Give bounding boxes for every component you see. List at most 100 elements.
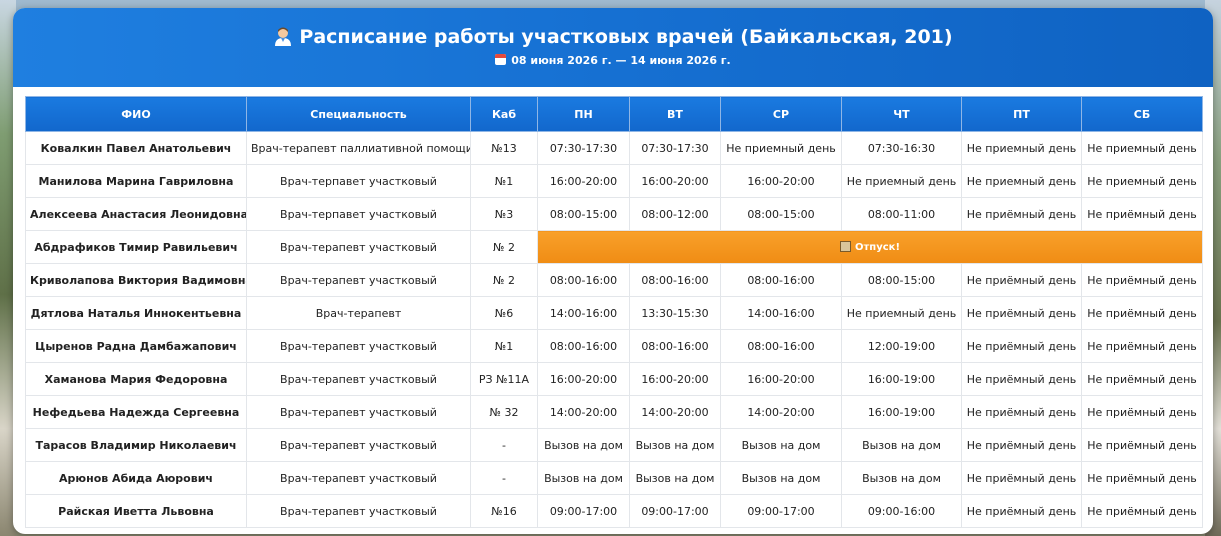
schedule-cell-wed: 14:00-20:00	[720, 395, 842, 429]
doctor-specialty: Врач-терапевт участковый	[246, 428, 471, 462]
doctor-name: Абдрафиков Тимир Равильевич	[25, 230, 247, 264]
table-row: Райская Иветта Львовна Врач-терапевт учас…	[25, 494, 1203, 528]
column-header-mon: ПН	[537, 96, 630, 132]
schedule-cell-fri: Не приёмный день	[961, 428, 1082, 462]
doctor-cabinet: №6	[470, 296, 538, 330]
schedule-cell-fri: Не приемный день	[961, 164, 1082, 198]
schedule-cell-wed: Вызов на дом	[720, 428, 842, 462]
page-title: Расписание работы участковых врачей (Бай…	[13, 8, 1213, 50]
schedule-cell-sat: Не приёмный день	[1081, 428, 1203, 462]
schedule-cell-fri: Не приёмный день	[961, 197, 1082, 231]
column-header-sat: СБ	[1081, 96, 1203, 132]
schedule-card: Расписание работы участковых врачей (Бай…	[13, 8, 1213, 534]
schedule-cell-fri: Не приёмный день	[961, 461, 1082, 495]
schedule-cell-fri: Не приёмный день	[961, 494, 1082, 528]
doctor-specialty: Врач-терапевт участковый	[246, 362, 471, 396]
schedule-cell-thu: Вызов на дом	[841, 428, 962, 462]
vacation-label: Отпуск!	[855, 242, 900, 253]
column-header-wed: СР	[720, 96, 842, 132]
column-header-fri: ПТ	[961, 96, 1082, 132]
schedule-cell-tue: 08:00-16:00	[629, 329, 721, 363]
schedule-cell-mon: 08:00-16:00	[537, 263, 630, 297]
doctor-specialty: Врач-терпавет участковый	[246, 164, 471, 198]
table-row: Алексеева Анастасия Леонидовна Врач-терпа…	[25, 197, 1203, 231]
schedule-cell-sat: Не приемный день	[1081, 164, 1203, 198]
schedule-cell-tue: 16:00-20:00	[629, 164, 721, 198]
table-row: Манилова Марина Гавриловна Врач-терпавет …	[25, 164, 1203, 198]
schedule-cell-sat: Не приемный день	[1081, 131, 1203, 165]
column-header-name: ФИО	[25, 96, 247, 132]
schedule-cell-tue: 13:30-15:30	[629, 296, 721, 330]
column-header-thu: ЧТ	[841, 96, 962, 132]
schedule-cell-sat: Не приёмный день	[1081, 263, 1203, 297]
schedule-cell-sat: Не приёмный день	[1081, 395, 1203, 429]
schedule-cell-fri: Не приёмный день	[961, 263, 1082, 297]
doctor-emoji-icon	[275, 27, 292, 46]
doctor-specialty: Врач-терапевт	[246, 296, 471, 330]
doctor-specialty: Врач-терапевт участковый	[246, 230, 471, 264]
table-row: Цыренов Радна Дамбажапович Врач-терапевт …	[25, 329, 1203, 363]
schedule-cell-tue: 09:00-17:00	[629, 494, 721, 528]
doctor-cabinet: РЗ №11А	[470, 362, 538, 396]
doctor-specialty: Врач-терапевт участковый	[246, 263, 471, 297]
page-title-text: Расписание работы участковых врачей (Бай…	[299, 26, 953, 48]
doctor-cabinet: -	[470, 461, 538, 495]
schedule-cell-wed: 08:00-15:00	[720, 197, 842, 231]
schedule-cell-wed: 08:00-16:00	[720, 329, 842, 363]
date-range: 08 июня 2026 г. — 14 июня 2026 г.	[13, 53, 1213, 69]
schedule-cell-fri: Не приёмный день	[961, 296, 1082, 330]
table-body: Ковалкин Павел Анатольевич Врач-терапевт …	[25, 131, 1203, 528]
schedule-cell-fri: Не приемный день	[961, 131, 1082, 165]
schedule-cell-sat: Не приёмный день	[1081, 197, 1203, 231]
schedule-cell-fri: Не приёмный день	[961, 329, 1082, 363]
schedule-cell-thu: 16:00-19:00	[841, 395, 962, 429]
schedule-table-wrap: ФИО Специальность Каб ПН ВТ СР ЧТ ПТ СБ Ковалкин…	[25, 96, 1203, 528]
schedule-cell-tue: 08:00-12:00	[629, 197, 721, 231]
schedule-cell-tue: Вызов на дом	[629, 428, 721, 462]
schedule-cell-mon: 08:00-15:00	[537, 197, 630, 231]
schedule-cell-tue: 08:00-16:00	[629, 263, 721, 297]
schedule-cell-thu: 16:00-19:00	[841, 362, 962, 396]
doctor-cabinet: № 2	[470, 230, 538, 264]
doctor-name: Нефедьева Надежда Сергеевна	[25, 395, 247, 429]
schedule-cell-mon: 16:00-20:00	[537, 164, 630, 198]
schedule-cell-thu: 09:00-16:00	[841, 494, 962, 528]
doctor-cabinet: №16	[470, 494, 538, 528]
schedule-cell-thu: 08:00-11:00	[841, 197, 962, 231]
background-left	[0, 0, 16, 536]
schedule-cell-mon: 14:00-16:00	[537, 296, 630, 330]
doctor-name: Ковалкин Павел Анатольевич	[25, 131, 247, 165]
doctor-name: Арюнов Абида Аюрович	[25, 461, 247, 495]
table-row: Арюнов Абида Аюрович Врач-терапевт участк…	[25, 461, 1203, 495]
schedule-cell-sat: Не приёмный день	[1081, 461, 1203, 495]
schedule-cell-mon: 08:00-16:00	[537, 329, 630, 363]
doctor-cabinet: № 32	[470, 395, 538, 429]
table-row: Хаманова Мария Федоровна Врач-терапевт уч…	[25, 362, 1203, 396]
calendar-icon	[495, 54, 507, 65]
column-header-specialty: Специальность	[246, 96, 471, 132]
schedule-cell-sat: Не приёмный день	[1081, 296, 1203, 330]
doctor-specialty: Врач-терапевт участковый	[246, 461, 471, 495]
schedule-cell-fri: Не приёмный день	[961, 395, 1082, 429]
schedule-cell-tue: 14:00-20:00	[629, 395, 721, 429]
doctor-name: Цыренов Радна Дамбажапович	[25, 329, 247, 363]
date-range-text: 08 июня 2026 г. — 14 июня 2026 г.	[511, 54, 731, 67]
table-row: Дятлова Наталья Иннокентьевна Врач-терапе…	[25, 296, 1203, 330]
column-header-cabinet: Каб	[470, 96, 538, 132]
doctor-specialty: Врач-терапевт паллиативной помощи	[246, 131, 471, 165]
schedule-cell-mon: 07:30-17:30	[537, 131, 630, 165]
schedule-cell-thu: 12:00-19:00	[841, 329, 962, 363]
table-row: Нефедьева Надежда Сергеевна Врач-терапевт…	[25, 395, 1203, 429]
doctor-cabinet: №13	[470, 131, 538, 165]
doctor-cabinet: -	[470, 428, 538, 462]
doctor-specialty: Врач-терапевт участковый	[246, 494, 471, 528]
schedule-cell-wed: 16:00-20:00	[720, 164, 842, 198]
schedule-cell-sat: Не приёмный день	[1081, 362, 1203, 396]
schedule-cell-wed: Вызов на дом	[720, 461, 842, 495]
schedule-cell-thu: 08:00-15:00	[841, 263, 962, 297]
schedule-cell-mon: 14:00-20:00	[537, 395, 630, 429]
doctor-name: Дятлова Наталья Иннокентьевна	[25, 296, 247, 330]
table-row: Абдрафиков Тимир Равильевич Врач-терапевт…	[25, 230, 1203, 264]
table-row: Криволапова Виктория Вадимовна Врач-терап…	[25, 263, 1203, 297]
schedule-cell-fri: Не приёмный день	[961, 362, 1082, 396]
